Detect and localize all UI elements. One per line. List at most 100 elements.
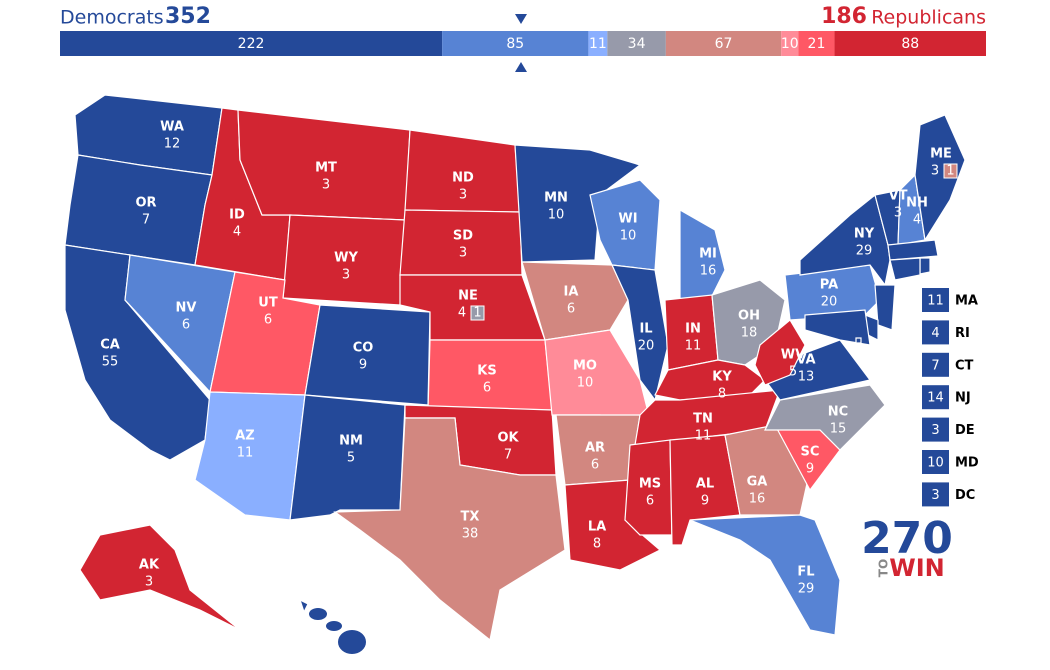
- callout-votes: 7: [931, 358, 939, 373]
- logo-to: TO: [877, 559, 891, 577]
- state-abbr: NM: [339, 434, 363, 449]
- state-abbr: SD: [453, 229, 473, 244]
- state-votes: 16: [749, 492, 766, 507]
- bar-segment: [60, 31, 443, 56]
- bar-segment-label: 21: [808, 36, 826, 52]
- state-votes: 6: [483, 381, 491, 396]
- bar-segment: [781, 31, 799, 56]
- state-abbr: WY: [334, 251, 358, 266]
- callout-box: [922, 482, 949, 507]
- split-votes: 1: [946, 164, 954, 179]
- bar-segment-label: 88: [901, 36, 919, 52]
- state-votes: 3: [459, 188, 467, 203]
- state-votes: 4: [458, 306, 466, 321]
- state-votes: 4: [318, 650, 326, 665]
- state-abbr: MN: [544, 191, 568, 206]
- rep-label: Republicans: [871, 7, 986, 29]
- state-votes: 11: [237, 446, 254, 461]
- state-abbr: WV: [781, 348, 805, 363]
- state-abbr: MI: [699, 247, 717, 262]
- state: [689, 514, 841, 636]
- state-votes: 3: [322, 178, 330, 193]
- state-votes: 9: [359, 358, 367, 373]
- state: [804, 309, 871, 346]
- state: [298, 598, 309, 614]
- state-abbr: AL: [696, 477, 714, 492]
- state-votes: 13: [798, 370, 815, 385]
- state: [521, 261, 629, 341]
- state-abbr: SC: [801, 445, 820, 460]
- state-abbr: NY: [854, 227, 875, 242]
- bar-segment: [834, 31, 986, 56]
- state-abbr: OH: [738, 309, 760, 324]
- state-abbr: CA: [100, 338, 120, 353]
- state-votes: 16: [700, 264, 717, 279]
- state-abbr: MO: [573, 359, 597, 374]
- bar-segment-label: 34: [628, 36, 646, 52]
- state-abbr: GA: [747, 475, 768, 490]
- map: WA12OR7CA55NV6ID4MT3WY3UT6AZ11CO9NM5ND3S…: [64, 94, 979, 665]
- state-abbr: IL: [639, 322, 652, 337]
- bar-segment: [442, 31, 589, 56]
- state-abbr: PA: [820, 278, 838, 293]
- bar-segment: [665, 31, 782, 56]
- state-abbr: CO: [353, 341, 374, 356]
- state-abbr: MT: [315, 161, 337, 176]
- bar-segment-label: 11: [589, 36, 607, 52]
- state-votes: 6: [591, 458, 599, 473]
- callout-abbr: DE: [955, 423, 975, 438]
- split-box: [943, 163, 958, 179]
- state-votes: 6: [264, 313, 272, 328]
- state: [919, 257, 931, 275]
- state-votes: 20: [821, 295, 838, 310]
- state-abbr: OK: [497, 431, 519, 446]
- state-abbr: UT: [258, 296, 278, 311]
- state-votes: 10: [620, 229, 637, 244]
- state-abbr: LA: [588, 520, 606, 535]
- state: [624, 439, 673, 536]
- state-abbr: IA: [564, 285, 579, 300]
- state-votes: 6: [182, 318, 190, 333]
- state-votes: 4: [233, 225, 241, 240]
- state-votes: 9: [701, 494, 709, 509]
- state-abbr: AK: [139, 558, 160, 573]
- state-votes: 10: [548, 208, 565, 223]
- state-abbr: FL: [797, 565, 814, 580]
- state-votes: 6: [567, 302, 575, 317]
- dem-total: 352: [165, 4, 211, 29]
- state-abbr: ND: [452, 171, 474, 186]
- callout-abbr: MD: [955, 456, 979, 471]
- state-abbr: WI: [618, 212, 637, 227]
- callout-votes: 11: [927, 294, 944, 309]
- callout-abbr: NJ: [955, 391, 971, 406]
- state-votes: 8: [593, 537, 601, 552]
- state-votes: 8: [718, 387, 726, 402]
- state-abbr: VT: [889, 189, 908, 204]
- state-votes: 18: [741, 326, 758, 341]
- bar-segment-label: 67: [715, 36, 733, 52]
- bar-segment: [607, 31, 666, 56]
- state-abbr: KS: [477, 364, 496, 379]
- callout-abbr: RI: [955, 326, 970, 341]
- callout-box: [922, 352, 949, 377]
- callout-abbr: DC: [955, 488, 975, 503]
- state-abbr: NE: [458, 289, 478, 304]
- rep-total: 186: [821, 4, 867, 29]
- state-abbr: HI: [314, 633, 330, 648]
- state: [914, 114, 966, 242]
- callout-abbr: MA: [955, 294, 978, 309]
- callout-box: [922, 417, 949, 442]
- state-abbr: KY: [712, 370, 732, 385]
- state-votes: 55: [102, 355, 119, 370]
- midpoint-marker: [515, 14, 527, 24]
- state-abbr: ID: [229, 208, 245, 223]
- state-votes: 11: [685, 339, 702, 354]
- state-votes: 7: [142, 213, 150, 228]
- callout-box: [922, 320, 949, 345]
- state-votes: 29: [798, 582, 815, 597]
- state-abbr: ME: [930, 147, 952, 162]
- logo: 270 TO WIN: [861, 513, 953, 582]
- state: [855, 337, 862, 344]
- state-votes: 3: [894, 206, 902, 221]
- state-votes: 20: [638, 339, 655, 354]
